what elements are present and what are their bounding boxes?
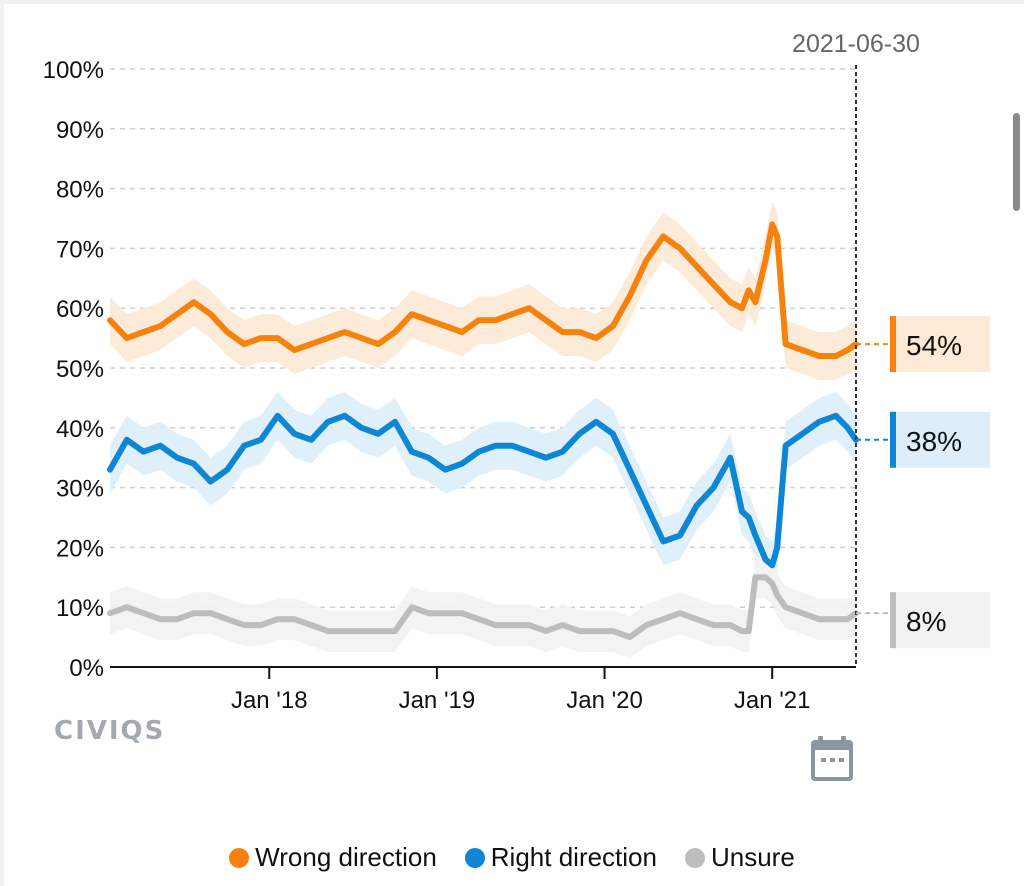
end-label-box <box>890 411 990 468</box>
confidence-band <box>110 391 856 590</box>
legend: Wrong direction Right direction Unsure <box>0 842 1024 873</box>
y-tick-label: 30% <box>56 476 104 503</box>
legend-dot-unsure <box>684 847 705 868</box>
y-tick-label: 40% <box>56 416 104 443</box>
calendar-icon[interactable] <box>810 736 854 782</box>
legend-item-wrong-direction[interactable]: Wrong direction <box>229 842 437 873</box>
tracking-chart[interactable]: 0% 10% 20% 30% 40% 50% 60% 70% 80% 90% 100% Jan '18… <box>4 4 1024 834</box>
end-label-bar <box>890 592 896 649</box>
y-tick-label: 90% <box>56 117 104 144</box>
confidence-band <box>110 200 856 380</box>
civiqs-logo: CIVIQS <box>54 716 166 746</box>
end-label-value: 8% <box>906 606 946 637</box>
y-tick-label: 70% <box>56 236 104 263</box>
end-label-box <box>890 592 990 649</box>
y-tick-label: 80% <box>56 177 104 204</box>
end-label-value: 54% <box>906 330 962 361</box>
legend-item-right-direction[interactable]: Right direction <box>464 842 657 873</box>
confidence-band <box>110 556 856 658</box>
x-tick-label: Jan '19 <box>399 687 476 714</box>
legend-label: Right direction <box>490 842 657 872</box>
legend-dot-wrong <box>229 847 250 868</box>
end-label-box <box>890 316 990 373</box>
y-tick-label: 10% <box>56 595 104 622</box>
end-label-bar <box>890 411 896 468</box>
y-tick-label: 100% <box>43 57 104 84</box>
series-line <box>107 221 859 359</box>
legend-label: Wrong direction <box>255 842 437 872</box>
end-label-value: 38% <box>906 426 962 457</box>
x-tick-label: Jan '20 <box>566 687 643 714</box>
legend-dot-right <box>464 847 485 868</box>
legend-label: Unsure <box>710 842 795 872</box>
scrollbar[interactable] <box>1013 113 1020 211</box>
y-tick-label: 20% <box>56 535 104 562</box>
end-label-bar <box>890 316 896 373</box>
x-tick-label: Jan '18 <box>231 687 308 714</box>
series-line <box>107 412 859 569</box>
series-line <box>107 574 859 641</box>
y-tick-label: 50% <box>56 356 104 383</box>
legend-item-unsure[interactable]: Unsure <box>684 842 795 873</box>
current-date-label: 2021-06-30 <box>792 30 920 58</box>
y-tick-label: 0% <box>69 655 104 682</box>
y-tick-label: 60% <box>56 296 104 323</box>
x-tick-label: Jan '21 <box>734 687 811 714</box>
chart-card: 0% 10% 20% 30% 40% 50% 60% 70% 80% 90% 100% Jan '18… <box>4 4 1024 886</box>
